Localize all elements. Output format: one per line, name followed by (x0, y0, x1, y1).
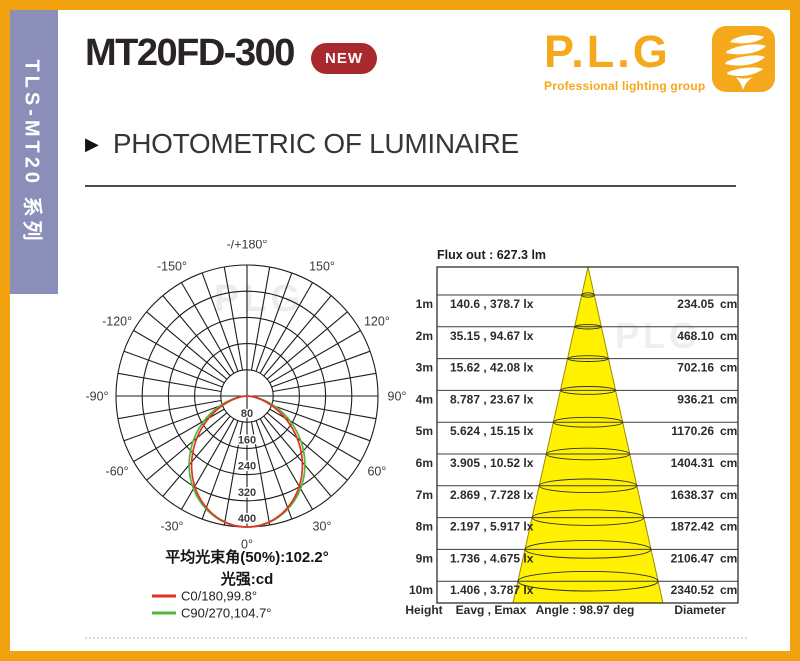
diameter-value: 468.10 (677, 329, 714, 343)
footer-diameter: Diameter (674, 603, 726, 617)
beam-spread-ellipse (581, 292, 595, 298)
beam-spread-ellipse (545, 447, 631, 461)
diameter-unit: cm (720, 361, 737, 375)
cone-diagram-chart: Flux out : 627.3 lm PLG 1m 140.6 , 378.7 lx… (405, 248, 739, 617)
diameter-value: 1638.37 (671, 488, 715, 502)
logo-tagline: Professional lighting group (544, 79, 706, 93)
angle-tick-label: -/+180° (227, 240, 268, 252)
illuminance-value: 35.15 , 94.67 lx (450, 329, 534, 343)
radial-tick-label: 400 (238, 513, 256, 525)
illuminance-value: 15.62 , 42.08 lx (450, 361, 534, 375)
illuminance-value: 140.6 , 378.7 lx (450, 297, 534, 311)
diameter-unit: cm (720, 488, 737, 502)
angle-tick-label: 90° (388, 390, 407, 404)
footer-angle: Angle : 98.97 deg (536, 603, 635, 617)
beam-spread-ellipse (574, 324, 602, 330)
section-heading: ▶ PHOTOMETRIC OF LUMINAIRE (85, 124, 519, 164)
diameter-value: 1170.26 (671, 424, 714, 438)
height-label: 3m (416, 361, 433, 375)
radial-tick-label: 160 (238, 434, 256, 446)
height-label: 4m (416, 392, 433, 406)
diameter-unit: cm (720, 329, 737, 343)
angle-tick-label: 30° (313, 519, 332, 533)
radial-tick-label: 80 (241, 408, 253, 420)
beam-spread-ellipse (552, 416, 624, 428)
legend-label: C90/270,104.7° (181, 606, 272, 621)
height-label: 2m (416, 329, 433, 343)
polar-grid (115, 264, 379, 528)
table-border (436, 266, 739, 604)
section-divider (85, 185, 736, 187)
height-label: 6m (416, 456, 433, 470)
footer-eavg-emax: Eavg , Emax (456, 603, 527, 617)
angle-tick-label: 120° (364, 315, 390, 329)
diameter-value: 1404.31 (671, 456, 715, 470)
diameter-value: 2340.52 (671, 583, 715, 597)
height-label: 5m (416, 424, 433, 438)
angle-tick-label: -150° (157, 260, 187, 274)
series-label: TLS-MT20 系列 (20, 59, 43, 245)
beam-spread-ellipse (531, 509, 645, 526)
flux-out-label: Flux out : 627.3 lm (437, 248, 546, 262)
diameter-unit: cm (720, 583, 737, 597)
radial-tick-label: 240 (238, 461, 256, 473)
radial-tick-label: 320 (238, 487, 256, 499)
series-sidebar-tab: TLS-MT20 系列 (10, 10, 58, 294)
illuminance-value: 1.736 , 4.675 lx (450, 551, 534, 565)
height-label: 10m (409, 583, 433, 597)
beam-spread-ellipse (538, 478, 638, 494)
diameter-unit: cm (720, 424, 737, 438)
height-label: 9m (416, 551, 433, 565)
illuminance-value: 2.869 , 7.728 lx (450, 488, 534, 502)
diameter-value: 936.21 (677, 392, 714, 406)
polar-intensity-chart: PLG801602403204000°30°60°90°120°150°-/+1… (85, 240, 407, 621)
intensity-unit-label: 光强:cd (220, 570, 274, 588)
diameter-unit: cm (720, 551, 737, 565)
angle-tick-label: 0° (241, 538, 253, 552)
beam-spread-ellipse (517, 570, 659, 592)
illuminance-value: 5.624 , 15.15 lx (450, 424, 534, 438)
product-title: MT20FD-300 (85, 32, 295, 74)
diameter-unit: cm (720, 520, 737, 534)
footer-height: Height (405, 603, 442, 617)
beam-spread-ellipse (567, 355, 609, 362)
diameter-unit: cm (720, 297, 737, 311)
illuminance-value: 2.197 , 5.917 lx (450, 520, 534, 534)
angle-tick-label: -30° (160, 519, 183, 533)
logo-wordmark: P.L.G (544, 26, 671, 77)
diameter-value: 1872.42 (671, 520, 715, 534)
diameter-value: 2106.47 (671, 551, 715, 565)
angle-tick-label: -60° (106, 465, 129, 479)
beam-spread-ellipse (560, 386, 616, 395)
intensity-curve-C0-180 (190, 395, 304, 528)
diameter-unit: cm (720, 392, 737, 406)
illuminance-value: 8.787 , 23.67 lx (450, 392, 534, 406)
brand-logo: P.L.G Professional lighting group (544, 26, 776, 93)
angle-tick-label: -120° (102, 315, 132, 329)
diameter-value: 234.05 (677, 297, 714, 311)
cone-watermark: PLG (615, 315, 701, 356)
height-label: 8m (416, 520, 433, 534)
height-label: 7m (416, 488, 433, 502)
beam-angle-label: 平均光束角(50%):102.2° (165, 548, 329, 566)
new-badge: NEW (311, 43, 377, 74)
section-title: PHOTOMETRIC OF LUMINAIRE (112, 128, 519, 159)
diameter-unit: cm (720, 456, 737, 470)
illuminance-value: 1.406 , 3.787 lx (450, 583, 534, 597)
diameter-value: 702.16 (677, 361, 714, 375)
illuminance-value: 3.905 , 10.52 lx (450, 456, 534, 470)
beam-spread-ellipse (524, 540, 652, 559)
angle-tick-label: 150° (309, 260, 335, 274)
logo-flame-icon (712, 26, 776, 92)
angle-tick-label: 60° (367, 465, 386, 479)
height-label: 1m (416, 297, 433, 311)
footer-dotted-line (85, 637, 747, 639)
legend-label: C0/180,99.8° (181, 589, 257, 604)
section-arrow-icon: ▶ (85, 134, 99, 154)
angle-tick-label: -90° (85, 390, 108, 404)
logo-text-block: P.L.G Professional lighting group (544, 26, 705, 93)
